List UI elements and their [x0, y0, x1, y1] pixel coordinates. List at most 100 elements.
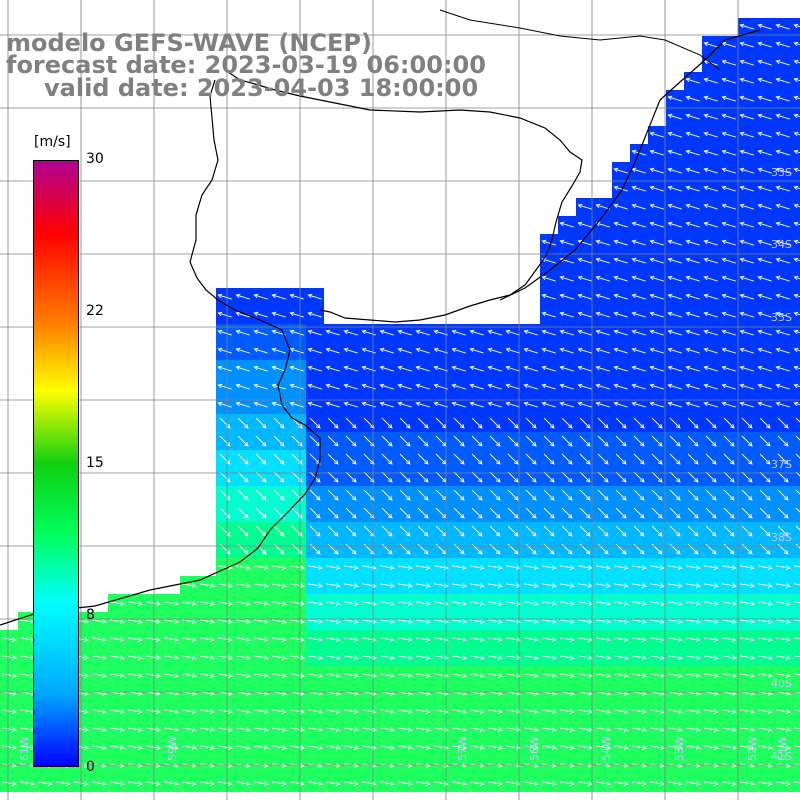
wind-arrow [794, 619, 800, 622]
wind-arrow [721, 347, 736, 354]
wind-arrow [650, 673, 665, 678]
wind-arrow [614, 673, 629, 678]
wind-arrow [399, 525, 411, 537]
wind-arrow [217, 401, 232, 408]
wind-arrow [560, 709, 575, 714]
wind-arrow [379, 383, 394, 390]
wind-arrow [632, 619, 647, 624]
lon-label: 51W [775, 736, 789, 761]
wind-arrow [542, 727, 557, 732]
wind-arrow [650, 619, 665, 624]
wind-arrow [345, 507, 357, 519]
wind-arrow [650, 637, 665, 642]
wind-arrow [541, 293, 556, 300]
wind-arrow [433, 383, 448, 390]
wind-arrow [723, 453, 735, 465]
wind-arrow [649, 347, 664, 354]
wind-arrow [92, 781, 107, 786]
wind-arrow [579, 525, 591, 537]
wind-arrow [307, 347, 322, 354]
wind-arrow [308, 709, 323, 714]
wind-arrow [667, 293, 682, 300]
wind-arrow [795, 471, 800, 477]
wind-arrow [92, 745, 107, 750]
wind-arrow [506, 745, 521, 750]
wind-arrow [255, 507, 267, 519]
wind-arrow [541, 365, 556, 372]
wind-arrow [704, 583, 719, 588]
wind-arrow [650, 781, 665, 786]
wind-arrow [740, 619, 755, 624]
wind-arrow [164, 709, 179, 714]
wind-arrow [614, 583, 629, 588]
wind-arrow [758, 673, 773, 678]
wind-arrow [361, 329, 376, 336]
wind-arrow [525, 471, 537, 483]
wind-arrow [506, 655, 521, 660]
wind-arrow [775, 113, 790, 120]
wind-arrow [488, 601, 503, 606]
wind-arrow [793, 149, 800, 155]
wind-arrow [739, 293, 754, 300]
wind-arrow [273, 507, 285, 519]
wind-arrow [218, 601, 233, 606]
wind-arrow [253, 401, 268, 408]
wind-arrow [775, 293, 790, 300]
wind-arrow [326, 727, 341, 732]
wind-cell [792, 774, 800, 792]
wind-arrow [273, 525, 285, 537]
map-title-forecast-date: forecast date: 2023-03-19 06:00:00 [6, 51, 486, 79]
wind-arrow [614, 745, 629, 750]
wind-arrow [200, 781, 215, 786]
wind-arrow [506, 781, 521, 786]
wind-arrow [667, 383, 682, 390]
wind-arrow [343, 329, 358, 336]
wind-arrow [380, 601, 395, 606]
wind-arrow [614, 637, 629, 642]
wind-arrow [236, 565, 251, 570]
wind-arrow [182, 655, 197, 660]
wind-arrow [235, 293, 250, 300]
wind-arrow [290, 745, 305, 750]
wind-arrow [543, 507, 555, 519]
wind-arrow [524, 745, 539, 750]
wind-arrow [775, 347, 790, 354]
wind-arrow [236, 619, 251, 624]
wind-arrow [415, 401, 430, 408]
wind-arrow [2, 745, 17, 750]
wind-arrow [614, 709, 629, 714]
wind-arrow [651, 489, 663, 501]
wind-arrow [721, 365, 736, 372]
wind-arrow [469, 401, 484, 408]
wind-arrow [595, 347, 610, 354]
wind-arrow [721, 383, 736, 390]
wind-arrow [344, 637, 359, 642]
wind-arrow [452, 727, 467, 732]
wind-arrow [651, 417, 663, 429]
wind-arrow [703, 383, 718, 390]
wind-arrow [200, 619, 215, 624]
wind-arrow [433, 329, 448, 336]
wind-arrow [776, 637, 791, 642]
wind-arrow [361, 383, 376, 390]
wind-arrow [703, 347, 718, 354]
wind-arrow [777, 471, 789, 483]
wind-arrow [507, 453, 519, 465]
wind-arrow [488, 709, 503, 714]
wind-arrow [200, 601, 215, 606]
wind-arrow [703, 221, 718, 228]
wind-arrow [685, 203, 700, 210]
wind-arrow [560, 745, 575, 750]
wind-arrow [669, 435, 681, 447]
wind-arrow [471, 453, 483, 465]
wind-arrow [200, 727, 215, 732]
wind-arrow [362, 781, 377, 786]
wind-arrow [775, 95, 790, 102]
wind-arrow [273, 489, 285, 501]
wind-arrow [757, 365, 772, 372]
wind-cell [792, 648, 800, 666]
wind-arrow [344, 673, 359, 678]
wind-arrow [596, 565, 611, 570]
wind-arrow [273, 471, 285, 483]
wind-arrow [631, 239, 646, 246]
